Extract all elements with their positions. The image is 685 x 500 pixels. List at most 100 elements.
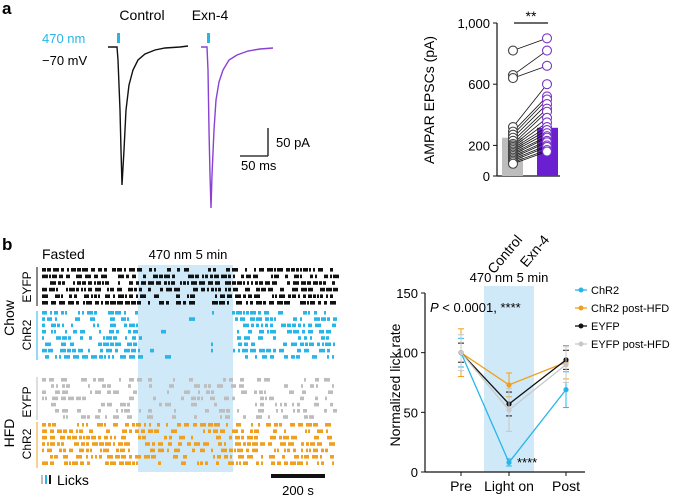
lick-mark-chow-eyfp [319,281,322,285]
lick-mark-chow-eyfp [183,301,186,305]
lick-mark-hfd-chr2 [197,461,199,465]
lick-mark-chow-eyfp [42,294,48,298]
lick-mark-chow-chr2 [283,342,287,347]
lick-mark-hfd-chr2 [247,455,253,459]
lick-mark-hfd-chr2 [150,448,155,453]
lick-mark-chow-chr2 [244,336,250,340]
lick-mark-hfd-chr2 [235,435,240,440]
series-point [506,459,512,466]
lick-mark-chow-eyfp [333,274,339,279]
lick-mark-chow-chr2 [90,317,95,321]
lick-mark-chow-chr2 [292,323,296,328]
lick-mark-hfd-chr2 [83,435,85,440]
lick-mark-chow-chr2 [91,355,97,359]
lick-mark-hfd-chr2 [192,448,195,453]
lick-mark-chow-eyfp [330,268,333,272]
lick-mark-hfd-chr2 [144,455,150,459]
lick-mark-chow-chr2 [61,342,66,347]
lick-mark-hfd-chr2 [100,448,102,453]
line-ytick-label: 150 [396,286,418,301]
lick-mark-chow-chr2 [100,348,103,353]
lick-mark-hfd-chr2 [256,461,259,465]
lick-mark-hfd-chr2 [106,429,110,433]
lick-mark-hfd-chr2 [301,448,303,453]
lick-mark-hfd-chr2 [104,435,108,440]
paired-line [512,111,548,145]
chow-label: Chow [1,299,17,336]
lick-mark-hfd-chr2 [208,429,211,433]
lick-mark-hfd-chr2 [136,423,141,427]
lick-mark-chow-eyfp [66,287,68,292]
lick-mark-hfd-chr2 [297,461,303,465]
lick-mark-chow-eyfp [98,294,100,298]
lick-mark-chow-chr2 [42,317,45,321]
lick-mark-hfd-eyfp [303,409,307,413]
lick-mark-hfd-chr2 [135,429,139,433]
lick-mark-chow-chr2 [150,348,154,353]
line-annotation: P < 0.0001, **** [430,300,521,315]
lick-mark-hfd-chr2 [274,423,278,427]
lick-mark-chow-eyfp [148,301,150,305]
lick-mark-chow-eyfp [94,281,96,285]
lick-mark-chow-chr2 [327,348,330,353]
lick-mark-chow-eyfp [71,268,76,272]
lick-mark-hfd-chr2 [138,435,141,440]
lick-mark-chow-chr2 [250,311,256,315]
lick-mark-chow-chr2 [60,348,66,353]
lick-mark-chow-chr2 [243,311,245,315]
lick-mark-chow-chr2 [270,317,273,321]
lick-mark-hfd-eyfp [254,390,257,394]
lick-mark-hfd-eyfp [137,378,142,382]
lick-mark-hfd-eyfp [204,384,207,388]
lick-mark-chow-eyfp [301,287,307,292]
lick-mark-chow-eyfp [241,274,244,279]
paired-line [512,103,548,139]
lick-mark-chow-chr2 [103,342,109,347]
lick-mark-chow-eyfp [154,294,159,298]
lick-mark-chow-eyfp [88,281,92,285]
lick-mark-hfd-eyfp [232,396,235,401]
lick-mark-chow-chr2 [303,323,305,328]
paired-line [512,145,548,160]
lick-mark-hfd-chr2 [76,429,78,433]
lick-mark-chow-chr2 [127,342,132,347]
lick-mark-hfd-chr2 [284,461,288,465]
lick-mark-chow-chr2 [324,311,326,315]
lick-mark-chow-eyfp [94,274,98,279]
lick-mark-hfd-chr2 [179,435,185,440]
lick-mark-chow-chr2 [80,329,85,334]
lick-mark-chow-chr2 [138,348,140,353]
lick-mark-hfd-eyfp [316,384,318,388]
lick-mark-chow-eyfp [303,268,308,272]
lick-mark-chow-eyfp [174,287,180,292]
lick-mark-chow-chr2 [99,355,103,359]
lick-mark-chow-eyfp [84,287,86,292]
lick-mark-chow-chr2 [124,348,130,353]
lick-mark-chow-chr2 [112,355,114,359]
lick-mark-chow-chr2 [319,348,325,353]
lick-mark-chow-chr2 [62,336,67,340]
lick-mark-chow-eyfp [118,274,124,279]
lick-mark-hfd-eyfp [62,384,65,388]
paired-line [512,126,548,149]
lick-mark-chow-eyfp [74,294,77,298]
lick-mark-hfd-chr2 [321,461,324,465]
lick-mark-chow-chr2 [314,311,317,315]
lick-mark-chow-eyfp [243,294,246,298]
legend-eyfp-hfd: EYFP post-HFD [591,339,670,351]
lick-mark-hfd-eyfp [63,415,65,419]
lick-mark-chow-eyfp [171,281,175,285]
lick-mark-chow-eyfp [69,294,72,298]
lick-mark-chow-chr2 [115,348,118,353]
point-exn4 [541,146,553,157]
lick-mark-hfd-chr2 [121,435,126,440]
point-exn4 [541,33,553,44]
line-xtick-label: Pre [450,478,472,494]
lick-mark-hfd-chr2 [277,448,279,453]
lick-mark-chow-chr2 [293,317,297,321]
lick-mark-chow-chr2 [99,329,101,334]
lick-mark-chow-eyfp [166,287,172,292]
lick-mark-hfd-chr2 [136,461,138,465]
holding-potential-label: −70 mV [42,53,87,68]
lick-mark-chow-eyfp [285,274,288,279]
